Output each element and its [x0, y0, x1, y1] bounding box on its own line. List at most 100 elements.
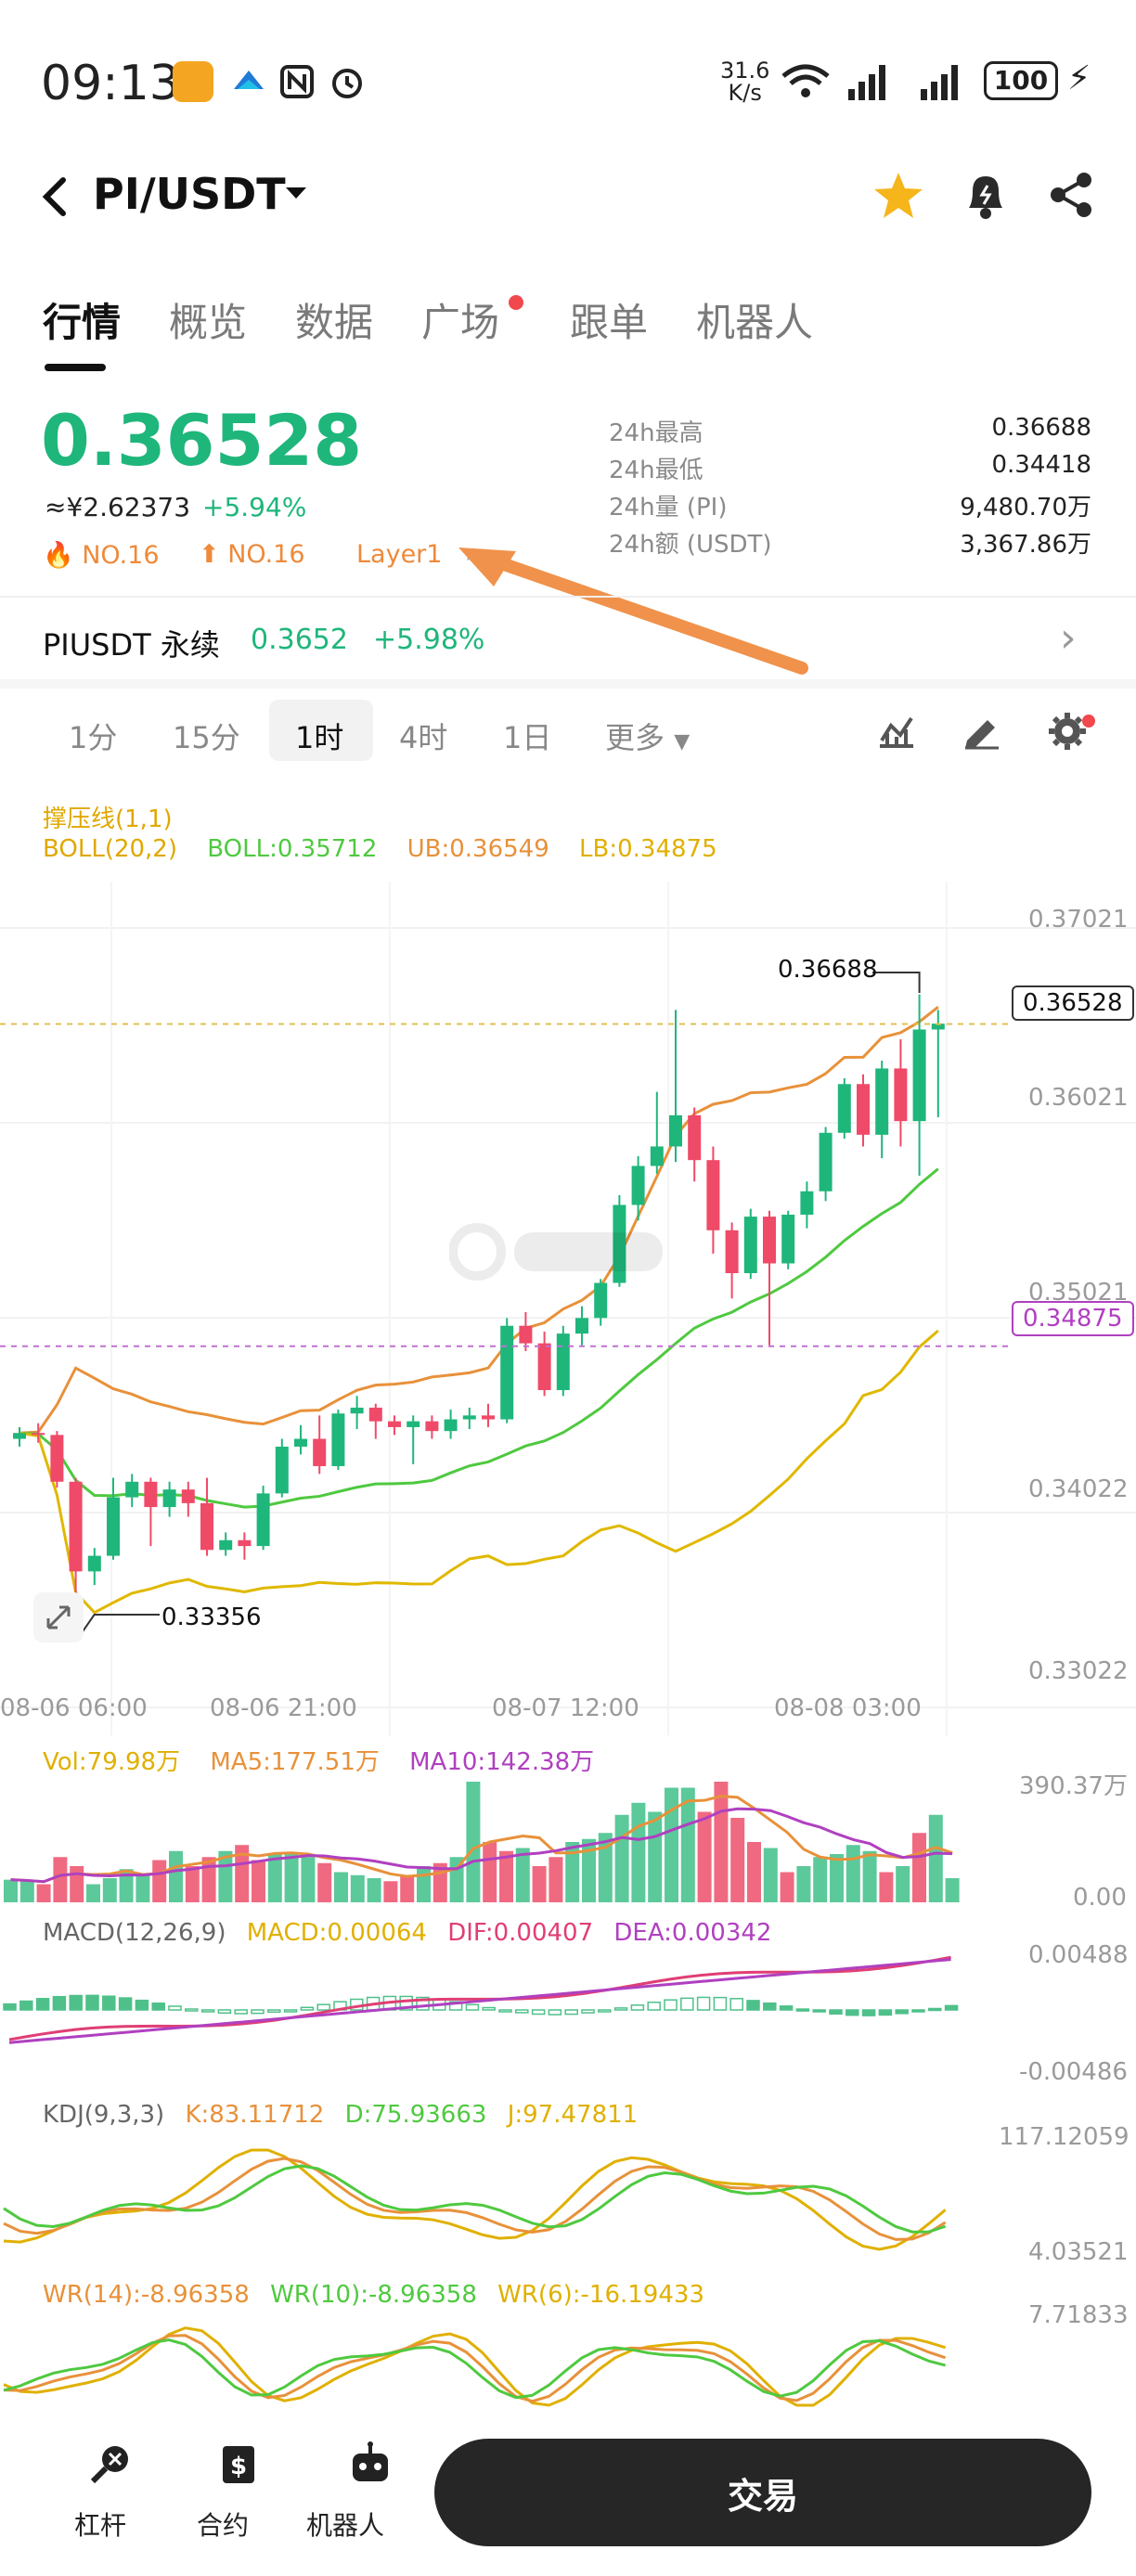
last-price-tag: 0.36528	[1012, 985, 1134, 1021]
interval-1h[interactable]: 1时	[295, 720, 344, 755]
net-speed-unit: K/s	[728, 80, 762, 106]
last-price-tag-value: 0.36528	[1023, 989, 1123, 1017]
stat-low-label: 24h最低	[609, 457, 704, 484]
price-alert-bell-icon[interactable]	[962, 169, 1010, 225]
wr-legend: WR(14):-8.96358 WR(10):-8.96358 WR(6):-1…	[43, 2281, 704, 2309]
kdj-params: KDJ(9,3,3)	[43, 2101, 165, 2129]
pair-dropdown-icon[interactable]	[284, 184, 308, 206]
perpetual-link-row[interactable]: PIUSDT 永续 0.3652 +5.98% ›	[0, 603, 1136, 677]
candlestick-chart[interactable]	[0, 882, 1136, 1735]
volume-bar	[102, 1878, 117, 1902]
boll-lower: LB:0.34875	[579, 835, 717, 863]
active-tab-indicator	[45, 364, 106, 371]
volume-bar	[862, 1850, 877, 1902]
candle	[368, 1407, 382, 1422]
candle	[875, 1068, 889, 1135]
macd-histogram-bar	[300, 2006, 315, 2011]
macd-histogram-bar	[746, 2000, 760, 2011]
macd-histogram-bar	[911, 2009, 925, 2013]
macd-histogram-bar	[779, 2005, 794, 2011]
candle	[613, 1204, 626, 1283]
volume-bar	[284, 1854, 299, 1902]
tab-copy-trading[interactable]: 跟单	[570, 300, 649, 345]
high-marker-leader	[872, 972, 921, 993]
interval-4h[interactable]: 4时	[399, 720, 448, 755]
leverage-button[interactable]	[65, 2441, 158, 2543]
hot-rank-badge[interactable]: 🔥 NO.16	[43, 540, 160, 570]
volume-bar	[680, 1787, 695, 1902]
volume-bar	[334, 1872, 348, 1902]
macd-histogram-bar	[680, 1997, 694, 2011]
candle	[631, 1166, 645, 1205]
volume-bar	[267, 1854, 282, 1902]
price-change: +5.94%	[202, 492, 307, 522]
gainer-rank-badge[interactable]: ⬆ NO.16	[199, 540, 305, 569]
app-notification-icon	[173, 61, 213, 102]
tab-overview[interactable]: 概览	[169, 300, 248, 345]
kdj-j-line	[3, 2148, 947, 2251]
macd-histogram-bar	[630, 2004, 645, 2011]
arrow-up-icon: ⬆	[199, 540, 220, 569]
candle	[50, 1435, 64, 1482]
macd-y-max: 0.00488	[1028, 1941, 1129, 1969]
x-tick-label: 08-06 06:00	[0, 1694, 148, 1722]
low-marker-label: 0.33356	[161, 1604, 262, 1631]
interval-1d[interactable]: 1日	[503, 720, 552, 755]
boll-params: BOLL(20,2)	[43, 835, 177, 863]
candle	[125, 1481, 139, 1498]
volume-y-max: 390.37万	[1019, 1772, 1128, 1800]
volume-bar	[53, 1857, 68, 1902]
pair-title[interactable]: PI/USDT	[93, 169, 286, 219]
draw-tool-icon[interactable]	[962, 713, 1002, 753]
interval-1m[interactable]: 1分	[69, 720, 118, 755]
macd-histogram-bar	[564, 2009, 578, 2016]
wr-6: WR(6):-16.19433	[497, 2281, 704, 2309]
macd-histogram-bar	[515, 2009, 529, 2014]
volume-legend: Vol:79.98万 MA5:177.51万 MA10:142.38万	[43, 1743, 594, 1777]
tab-square[interactable]: 广场	[421, 300, 500, 345]
macd-value: MACD:0.00064	[246, 1919, 427, 1947]
volume-bar	[846, 1845, 860, 1902]
wr-14: WR(14):-8.96358	[43, 2281, 250, 2309]
volume-bar	[830, 1854, 844, 1902]
contract-icon: $	[223, 2446, 254, 2483]
macd-histogram-bar	[217, 2009, 232, 2014]
volume-bar	[119, 1869, 134, 1902]
wr-14-line	[3, 2334, 947, 2403]
wr-chart	[3, 2326, 947, 2407]
flame-icon: 🔥	[43, 541, 74, 570]
volume-bar	[350, 1874, 365, 1902]
high-marker-label: 0.36688	[778, 956, 878, 984]
candle	[331, 1413, 345, 1466]
nfc-icon	[277, 61, 317, 102]
candle	[162, 1489, 176, 1508]
candle	[537, 1343, 551, 1391]
kdj-y-min: 4.03521	[1028, 2238, 1129, 2266]
back-button[interactable]	[37, 174, 74, 219]
interval-more[interactable]: 更多 ▼	[605, 715, 690, 757]
lb-price-tag: 0.34875	[1012, 1301, 1134, 1336]
expand-chart-button[interactable]	[33, 1592, 84, 1642]
favorite-star-icon[interactable]	[872, 171, 924, 225]
stat-turnover-label: 24h额 (USDT)	[609, 531, 772, 559]
trade-button[interactable]: 交易	[434, 2439, 1091, 2546]
contract-button[interactable]: $	[193, 2441, 286, 2543]
wr-10: WR(10):-8.96358	[270, 2281, 477, 2309]
volume-bar	[515, 1848, 530, 1902]
indicators-icon[interactable]	[876, 713, 917, 753]
boll-mid: BOLL:0.35712	[207, 835, 378, 863]
candle	[407, 1421, 420, 1427]
candle	[350, 1407, 364, 1414]
tab-data[interactable]: 数据	[295, 300, 374, 345]
candle	[256, 1493, 270, 1547]
candle	[388, 1421, 401, 1427]
tab-market[interactable]: 行情	[43, 300, 122, 345]
interval-15m[interactable]: 15分	[173, 720, 240, 755]
candle	[594, 1282, 608, 1319]
robot-button[interactable]	[316, 2441, 427, 2543]
chart-settings-gear-icon[interactable]	[1047, 711, 1088, 755]
volume-bar	[466, 1782, 481, 1902]
share-icon[interactable]	[1047, 171, 1095, 223]
tab-robot[interactable]: 机器人	[696, 300, 814, 345]
macd-histogram-bar	[52, 1995, 67, 2011]
